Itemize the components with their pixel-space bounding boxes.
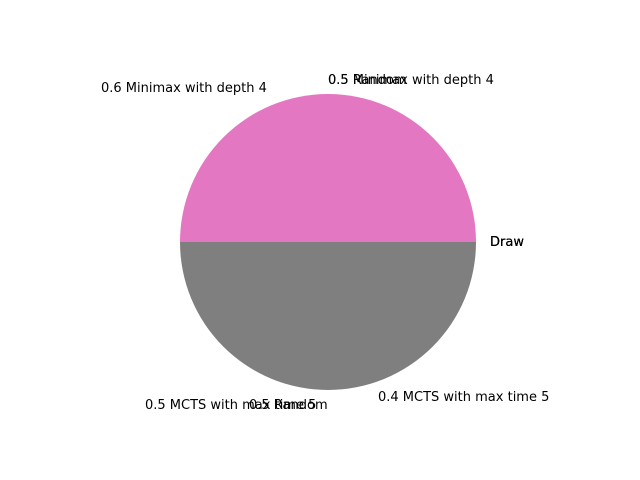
label-0.5-random-bottom: 0.5 Random [249, 398, 328, 413]
pie-slices [180, 94, 476, 390]
label-0.5-minimax: 0.5 Minimax with depth 4 [328, 73, 494, 88]
label-draw-3: Draw [490, 235, 524, 250]
label-draw-2: Draw [490, 235, 524, 250]
pie-slice-6 [180, 94, 476, 242]
label-0.6-minimax: 0.6 Minimax with depth 4 [101, 81, 267, 96]
label-0.5-random-top: 0.5 Random [328, 73, 407, 88]
label-draw-1: Draw [490, 235, 524, 250]
label-0.5-mcts: 0.5 MCTS with max time 5 [145, 398, 316, 413]
label-0.4-mcts: 0.4 MCTS with max time 5 [378, 390, 549, 405]
pie-slice-7 [180, 242, 476, 390]
